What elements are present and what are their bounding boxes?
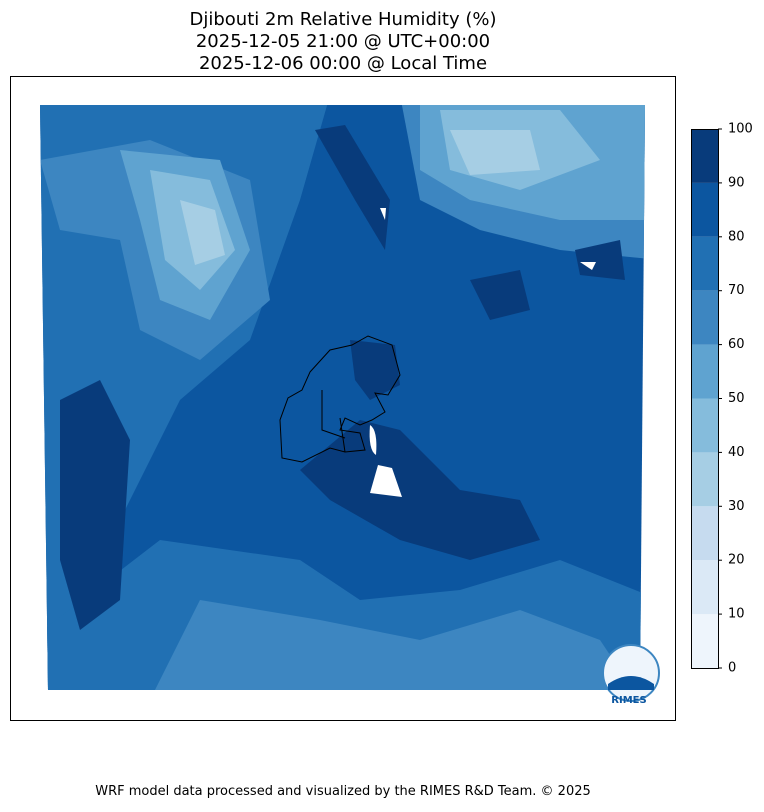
colorbar-tick-label: 80 [728,229,745,244]
colorbar-bin [691,614,718,668]
colorbar-tick-label: 0 [728,661,736,676]
colorbar-bin [691,182,718,237]
humidity-region [315,125,390,250]
colorbar-tick-label: 100 [728,122,753,137]
colorbar-tick-label: 40 [728,445,745,460]
colorbar-tick-label: 90 [728,175,745,190]
colorbar-bin [691,344,718,399]
colorbar-bin [691,398,718,453]
humidity-region [350,340,400,400]
colorbar-tick-label: 50 [728,391,745,406]
title-line: 2025-12-06 00:00 @ Local Time [199,53,487,74]
colorbar-tick-label: 60 [728,337,745,352]
missing-region [580,262,596,270]
country-border [279,335,401,463]
colorbar-bin [691,129,718,183]
colorbar-tick-label: 30 [728,499,745,514]
footer: WRF model data processed and visualized … [95,784,591,799]
humidity-region [300,420,540,560]
colorbar-bin [691,560,718,615]
colorbar-tick-label: 70 [728,283,745,298]
missing-region [369,425,377,455]
title-line: Djibouti 2m Relative Humidity (%) [190,9,497,30]
humidity-region [60,380,130,630]
colorbar-bin [691,506,718,561]
humidity-region [575,240,625,280]
missing-region [380,208,386,220]
humidity-region [470,270,530,320]
colorbar: 0 10 20 30 40 50 60 70 80 90 100 [691,122,753,676]
missing-region [370,465,402,497]
humidity-region [150,600,640,690]
map-frame [10,76,676,721]
colorbar-bin [691,290,718,345]
logo: RIMES [602,644,660,706]
colorbar-bin [691,236,718,291]
colorbar-bin [691,452,718,507]
title-line: 2025-12-05 21:00 @ UTC+00:00 [196,31,490,52]
colorbar-tick-label: 10 [728,607,745,622]
humidity-region [180,200,225,265]
logo-text: RIMES [611,695,646,706]
humidity-region [450,130,540,175]
colorbar-tick-label: 20 [728,553,745,568]
humidity-field [40,105,645,690]
